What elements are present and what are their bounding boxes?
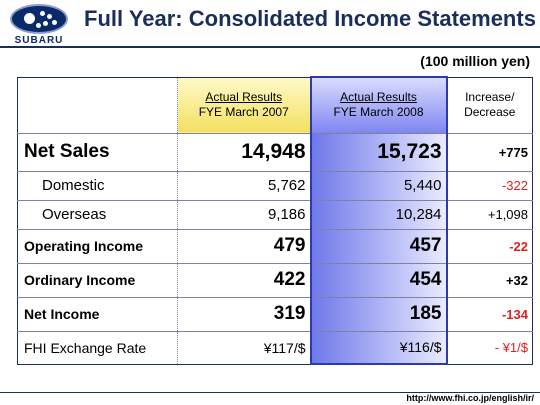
footer-divider <box>0 392 540 393</box>
pleiades-emblem-icon <box>10 4 68 34</box>
value-fy2007: 14,948 <box>177 132 311 172</box>
value-fy2008: 457 <box>309 228 448 264</box>
value-fy2008: 15,723 <box>309 132 448 172</box>
value-fy2007: ¥117/$ <box>177 330 311 365</box>
table-row: FHI Exchange Rate ¥117/$ ¥116/$ - ¥1/$ <box>17 330 533 365</box>
value-change: -134 <box>446 296 533 332</box>
table-header-row: Actual Results FYE March 2007 Actual Res… <box>17 76 533 134</box>
value-fy2007: 422 <box>177 262 311 298</box>
row-label: Ordinary Income <box>17 262 178 298</box>
value-fy2007: 479 <box>177 228 311 264</box>
slide-title: Full Year: Consolidated Income Statement… <box>84 6 536 31</box>
table-row: Overseas 9,186 10,284 +1,098 <box>17 199 533 230</box>
value-change: -22 <box>446 228 533 264</box>
table-row: Domestic 5,762 5,440 -322 <box>17 170 533 201</box>
header-fy2008-line2: FYE March 2008 <box>333 105 424 120</box>
value-change: -322 <box>446 170 533 201</box>
table-row: Ordinary Income 422 454 +32 <box>17 262 533 298</box>
row-label: FHI Exchange Rate <box>17 330 178 365</box>
value-fy2008: ¥116/$ <box>309 330 448 365</box>
value-fy2008: 185 <box>309 296 448 332</box>
row-label: Domestic <box>17 170 178 201</box>
subaru-logo: SUBARU <box>6 4 72 46</box>
header-empty-cell <box>17 76 178 134</box>
table-row: Net Income 319 185 -134 <box>17 296 533 332</box>
value-fy2008: 10,284 <box>309 199 448 230</box>
header-fy2008-line1: Actual Results <box>340 90 417 105</box>
header-change: Increase/ Decrease <box>446 76 533 134</box>
header-divider <box>0 46 540 48</box>
value-change: - ¥1/$ <box>446 330 533 365</box>
header-fy2007-line2: FYE March 2007 <box>198 105 289 119</box>
header-change-line2: Decrease <box>464 105 516 119</box>
value-fy2007: 5,762 <box>177 170 311 201</box>
table-row: Net Sales 14,948 15,723 +775 <box>17 132 533 172</box>
unit-label: (100 million yen) <box>420 53 530 69</box>
value-change: +1,098 <box>446 199 533 230</box>
brand-wordmark: SUBARU <box>14 35 64 46</box>
value-fy2008: 454 <box>309 262 448 298</box>
value-change: +775 <box>446 132 533 172</box>
footer-url: http://www.fhi.co.jp/english/ir/ <box>406 393 534 403</box>
value-change: +32 <box>446 262 533 298</box>
header-fy2008: Actual Results FYE March 2008 <box>309 76 448 134</box>
table-row: Operating Income 479 457 -22 <box>17 228 533 264</box>
income-statement-table: Actual Results FYE March 2007 Actual Res… <box>17 76 533 365</box>
row-label: Overseas <box>17 199 178 230</box>
slide-header: SUBARU Full Year: Consolidated Income St… <box>0 0 540 48</box>
row-label: Net Sales <box>17 132 178 172</box>
value-fy2008: 5,440 <box>309 170 448 201</box>
row-label: Operating Income <box>17 228 178 264</box>
row-label: Net Income <box>17 296 178 332</box>
header-fy2007: Actual Results FYE March 2007 <box>177 76 311 134</box>
header-change-line1: Increase/ <box>465 90 515 104</box>
value-fy2007: 9,186 <box>177 199 311 230</box>
header-fy2007-line1: Actual Results <box>205 90 283 104</box>
value-fy2007: 319 <box>177 296 311 332</box>
